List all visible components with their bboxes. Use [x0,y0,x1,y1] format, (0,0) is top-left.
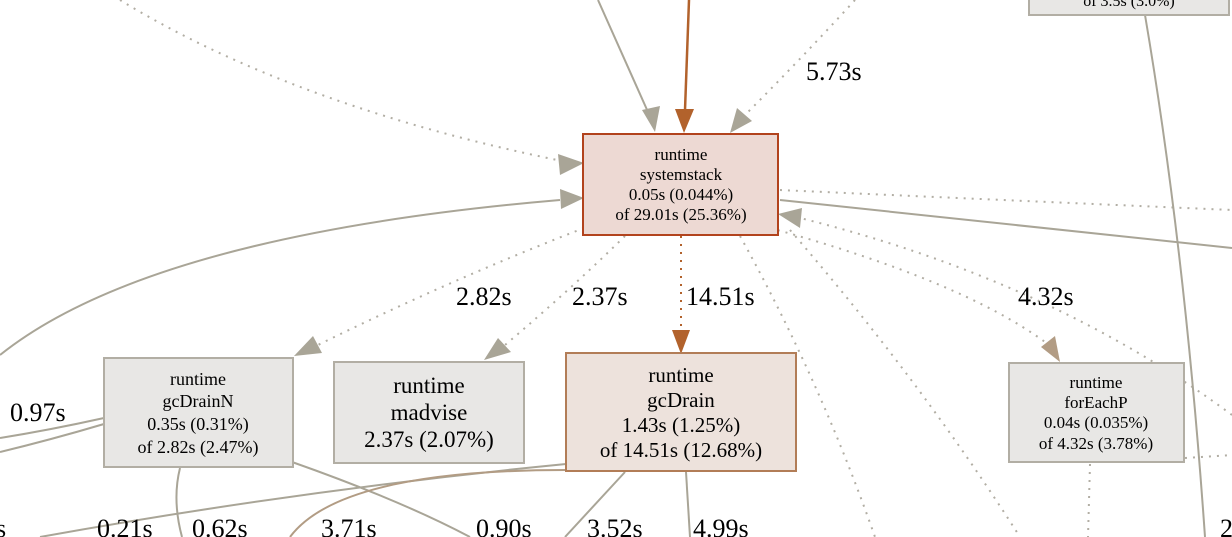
edge-out-right-solid[interactable] [779,199,1232,249]
node-package: runtime [655,145,708,164]
node-function: forEachP [1064,393,1127,412]
edge-bottom-h[interactable] [1184,454,1232,459]
edge-in-right-dotted[interactable] [799,217,1232,416]
node-gcdrainn[interactable]: runtime gcDrainN 0.35s (0.31%) of 2.82s … [103,357,294,468]
edge-bottom-b[interactable] [291,461,471,537]
edge-label: 3.71s [321,514,377,537]
edge-label: 4.99s [693,514,749,537]
edge-label: 0.21s [97,514,153,537]
node-flat: 2.37s (2.07%) [364,427,494,452]
arrowhead [560,189,584,209]
arrowhead [484,338,511,360]
node-flat: 0.35s (0.31%) [147,414,249,435]
edge-left-2[interactable] [0,423,105,453]
edge-dotted-down-2[interactable] [789,229,1021,537]
edge-left-1[interactable] [0,417,105,439]
node-package: runtime [393,373,465,398]
node-madvise[interactable]: runtime madvise 2.37s (2.07%) [333,361,525,464]
edge-label: 2.82s [456,282,512,311]
edge-label: 2 [1220,514,1232,537]
edge-label: 2.37s [572,282,628,311]
node-flat: 1.43s (1.25%) [622,413,740,437]
node-function: gcDrain [647,388,715,412]
partial-node-text: of 3.5s (3.0%) [1083,0,1175,10]
edge-bottom-f[interactable] [685,471,691,537]
arrowhead [558,154,584,175]
edge-to-foreachp[interactable] [769,227,1046,343]
arrowhead [675,109,694,133]
node-systemstack[interactable]: runtime systemstack 0.05s (0.044%) of 29… [582,133,779,236]
node-cum: of 14.51s (12.68%) [600,438,762,462]
edge-bottom-e[interactable] [564,471,626,537]
edge-label: 0.62s [192,514,248,537]
edge-label: 0.97s [10,398,66,427]
edge-label: 3.52s [587,514,643,537]
edge-label: 14.51s [686,282,755,311]
node-package: runtime [648,363,713,387]
node-gcdrain[interactable]: runtime gcDrain 1.43s (1.25%) of 14.51s … [565,352,797,472]
node-foreachp[interactable]: runtime forEachP 0.04s (0.035%) of 4.32s… [1008,362,1185,463]
node-package: runtime [170,369,226,389]
node-flat: 0.04s (0.035%) [1044,413,1148,432]
arrowhead [778,208,802,228]
arrowhead [294,336,322,356]
node-flat: 0.05s (0.044%) [629,185,733,204]
arrowhead [642,106,660,132]
arrowhead [672,330,690,354]
arrowhead [1041,336,1060,362]
edge-in-dotted-left[interactable] [119,0,583,166]
arrowhead [730,108,752,133]
node-function: systemstack [640,165,723,184]
edge-in-dotted-573[interactable] [744,0,856,116]
edge-in-solid-left-curve[interactable] [0,199,561,356]
edge-bottom-g[interactable] [1087,463,1091,537]
edge-to-gcdrainn[interactable] [317,227,585,346]
edge-in-hot[interactable] [683,0,691,111]
edge-label: 0.90s [476,514,532,537]
edge-label: 5.73s [806,57,862,86]
edge-in-solid-grey[interactable] [597,0,649,113]
node-cum: of 2.82s (2.47%) [138,437,259,458]
node-top-right-partial[interactable]: of 3.5s (3.0%) [1028,0,1230,16]
edge-top-right-long[interactable] [1144,14,1206,537]
edge-bottom-a[interactable] [175,467,183,537]
node-cum: of 4.32s (3.78%) [1039,434,1153,453]
edge-label: 4.32s [1018,282,1074,311]
node-package: runtime [1070,373,1123,392]
node-function: gcDrainN [163,391,234,411]
edge-bottom-d[interactable] [289,469,567,537]
edge-label: s [0,514,6,537]
node-cum: of 29.01s (25.36%) [615,205,746,224]
node-function: madvise [391,400,468,425]
